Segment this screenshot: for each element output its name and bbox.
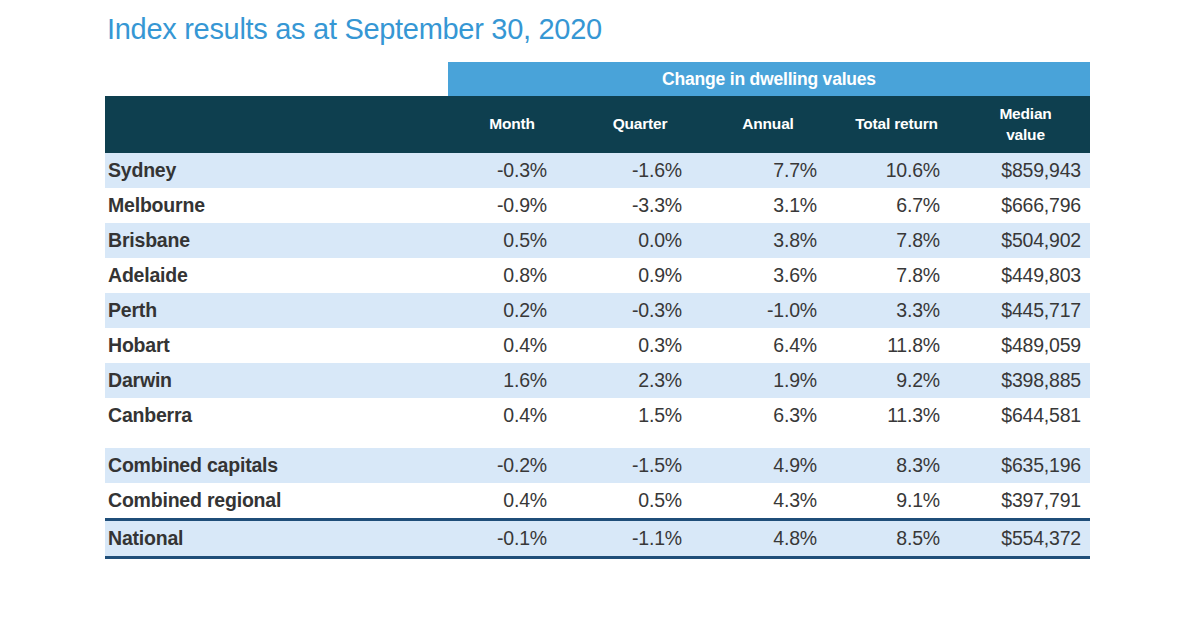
annual-cell: -1.0% [704,293,832,328]
annual-cell: 3.8% [704,223,832,258]
month-cell: 0.8% [448,258,576,293]
quarter-cell: 0.5% [576,483,704,520]
median-value-cell: $449,803 [961,258,1090,293]
row-label: Hobart [105,328,448,363]
total-return-cell: 7.8% [832,258,961,293]
quarter-cell: -1.1% [576,520,704,558]
row-label: National [105,520,448,558]
annual-cell: 7.7% [704,153,832,188]
total-return-cell: 9.2% [832,363,961,398]
quarter-cell: 1.5% [576,398,704,433]
month-cell: -0.3% [448,153,576,188]
total-return-cell: 7.8% [832,223,961,258]
column-header-label: Annual [742,114,793,135]
median-value-cell: $398,885 [961,363,1090,398]
column-header-label: Quarter [613,114,668,135]
annual-cell: 6.3% [704,398,832,433]
page: Index results as at September 30, 2020 C… [0,0,1200,628]
row-label: Melbourne [105,188,448,223]
table-row-brisbane: Brisbane 0.5% 0.0% 3.8% 7.8% $504,902 [105,223,1090,258]
row-label: Sydney [105,153,448,188]
annual-cell: 6.4% [704,328,832,363]
table-row-canberra: Canberra 0.4% 1.5% 6.3% 11.3% $644,581 [105,398,1090,433]
month-cell: 0.4% [448,398,576,433]
column-header-month: Month [448,96,576,153]
month-cell: -0.9% [448,188,576,223]
month-cell: 0.4% [448,328,576,363]
quarter-cell: -1.6% [576,153,704,188]
median-value-cell: $445,717 [961,293,1090,328]
quarter-cell: -1.5% [576,448,704,483]
annual-cell: 4.3% [704,483,832,520]
table-row-sydney: Sydney -0.3% -1.6% 7.7% 10.6% $859,943 [105,153,1090,188]
index-results-table: Change in dwelling values Month Quarter … [105,62,1090,559]
month-cell: -0.2% [448,448,576,483]
month-cell: 1.6% [448,363,576,398]
column-header-label: Total return [855,114,938,135]
row-label: Darwin [105,363,448,398]
table-header: Change in dwelling values Month Quarter … [105,62,1090,153]
column-header-row: Month Quarter Annual Total return Median… [105,96,1090,153]
row-label: Brisbane [105,223,448,258]
column-header-label: Median value [990,104,1062,146]
table-row-adelaide: Adelaide 0.8% 0.9% 3.6% 7.8% $449,803 [105,258,1090,293]
table-row-combined-regional: Combined regional 0.4% 0.5% 4.3% 9.1% $3… [105,483,1090,520]
column-header-quarter: Quarter [576,96,704,153]
total-return-cell: 3.3% [832,293,961,328]
total-return-cell: 8.5% [832,520,961,558]
page-title: Index results as at September 30, 2020 [107,13,602,46]
median-value-cell: $644,581 [961,398,1090,433]
spacer-row [105,433,1090,448]
median-value-cell: $489,059 [961,328,1090,363]
quarter-cell: 0.3% [576,328,704,363]
median-value-cell: $666,796 [961,188,1090,223]
total-return-cell: 6.7% [832,188,961,223]
table-row-melbourne: Melbourne -0.9% -3.3% 3.1% 6.7% $666,796 [105,188,1090,223]
table-row-darwin: Darwin 1.6% 2.3% 1.9% 9.2% $398,885 [105,363,1090,398]
annual-cell: 4.8% [704,520,832,558]
table-row-hobart: Hobart 0.4% 0.3% 6.4% 11.8% $489,059 [105,328,1090,363]
month-cell: 0.2% [448,293,576,328]
month-cell: 0.5% [448,223,576,258]
month-cell: 0.4% [448,483,576,520]
total-return-cell: 8.3% [832,448,961,483]
table-row-perth: Perth 0.2% -0.3% -1.0% 3.3% $445,717 [105,293,1090,328]
banner-row: Change in dwelling values [105,62,1090,96]
total-return-cell: 9.1% [832,483,961,520]
total-return-cell: 11.8% [832,328,961,363]
total-return-cell: 11.3% [832,398,961,433]
quarter-cell: 0.9% [576,258,704,293]
column-header-total-return: Total return [832,96,961,153]
median-value-cell: $554,372 [961,520,1090,558]
median-value-cell: $859,943 [961,153,1090,188]
annual-cell: 3.6% [704,258,832,293]
quarter-cell: -3.3% [576,188,704,223]
quarter-cell: -0.3% [576,293,704,328]
corner-header-cell [105,96,448,153]
spacer-cell [105,433,1090,448]
total-return-cell: 10.6% [832,153,961,188]
column-header-median-value: Median value [961,96,1090,153]
month-cell: -0.1% [448,520,576,558]
row-label: Perth [105,293,448,328]
table-row-combined-capitals: Combined capitals -0.2% -1.5% 4.9% 8.3% … [105,448,1090,483]
row-label: Combined regional [105,483,448,520]
row-label: Canberra [105,398,448,433]
quarter-cell: 2.3% [576,363,704,398]
column-header-label: Month [489,114,534,135]
row-label: Combined capitals [105,448,448,483]
quarter-cell: 0.0% [576,223,704,258]
annual-cell: 1.9% [704,363,832,398]
median-value-cell: $397,791 [961,483,1090,520]
annual-cell: 4.9% [704,448,832,483]
row-label: Adelaide [105,258,448,293]
column-header-annual: Annual [704,96,832,153]
banner-spacer [105,62,448,96]
annual-cell: 3.1% [704,188,832,223]
table-row-national: National -0.1% -1.1% 4.8% 8.5% $554,372 [105,520,1090,558]
median-value-cell: $504,902 [961,223,1090,258]
column-group-header: Change in dwelling values [448,62,1090,96]
table-body: Sydney -0.3% -1.6% 7.7% 10.6% $859,943 M… [105,153,1090,558]
median-value-cell: $635,196 [961,448,1090,483]
